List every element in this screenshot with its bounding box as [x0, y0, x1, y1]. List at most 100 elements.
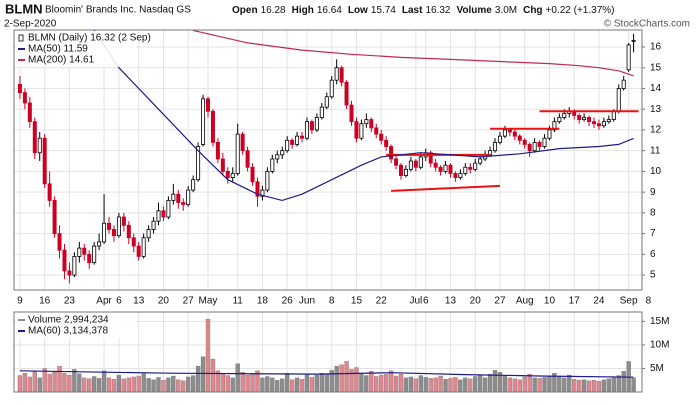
- x-tick-label: 9: [17, 296, 23, 307]
- candle-body: [621, 79, 626, 89]
- volume-bar: [126, 377, 131, 393]
- candle-body: [77, 247, 82, 257]
- x-tick-label: 17: [569, 296, 581, 307]
- candle-body: [314, 117, 319, 131]
- legend-box: [16, 31, 136, 67]
- volume-bar: [235, 363, 240, 393]
- panel-bg: [14, 30, 642, 290]
- volume-bar: [141, 373, 146, 393]
- candle-body: [181, 202, 186, 205]
- volume-bar: [314, 374, 320, 393]
- quote-value: 16.32: [425, 5, 450, 16]
- volume-bar: [532, 377, 537, 393]
- volume-bar: [443, 379, 448, 393]
- candle-body: [631, 39, 636, 42]
- x-tick-label: 6: [116, 296, 122, 307]
- candle-body: [359, 123, 364, 139]
- x-tick-label: 20: [470, 296, 482, 307]
- y-tick-label: 10M: [650, 340, 669, 351]
- x-tick-label: 26: [282, 296, 294, 307]
- volume-bar: [245, 374, 250, 393]
- volume-bar: [96, 378, 102, 393]
- volume-bar: [359, 373, 364, 393]
- volume-bar: [557, 376, 562, 393]
- candle-body: [42, 137, 47, 185]
- ticker: BLMN: [5, 1, 43, 16]
- volume-bar: [270, 377, 275, 393]
- volume-bar: [463, 377, 468, 393]
- candle-body: [265, 171, 270, 191]
- candle-body: [458, 173, 463, 179]
- legend-label: MA(60) 3,134,378: [28, 326, 108, 337]
- candle-body: [384, 139, 389, 147]
- candle-body: [309, 121, 314, 131]
- candle-body: [334, 67, 339, 81]
- candle-body: [611, 110, 616, 120]
- x-tick-label: 13: [445, 296, 457, 307]
- legend-label: MA(200) 14.61: [28, 55, 95, 66]
- volume-bar: [101, 370, 107, 393]
- candle-body: [349, 104, 354, 123]
- volume-bar: [482, 377, 488, 393]
- volume-bar: [151, 379, 156, 393]
- candle-body: [398, 164, 403, 176]
- candle-body: [126, 224, 131, 239]
- candle-body: [606, 119, 611, 123]
- candle-body: [166, 200, 171, 218]
- candle-body: [596, 123, 601, 127]
- ma-line: [19, 370, 634, 378]
- volume-bar: [17, 375, 23, 393]
- candle-body: [587, 117, 592, 123]
- candle-body: [577, 115, 582, 120]
- volume-bar: [62, 373, 67, 393]
- candle-body: [453, 173, 458, 179]
- candle-body: [146, 229, 151, 239]
- y-tick-label: 10: [650, 166, 662, 177]
- quote-value: 15.74: [371, 5, 396, 16]
- candle-body: [295, 135, 300, 145]
- volume-bar: [47, 373, 52, 393]
- panel-frame: [13, 29, 643, 291]
- x-tick-label: 16: [39, 296, 51, 307]
- ma-line: [192, 29, 634, 77]
- x-tick-label: 8: [329, 296, 335, 307]
- volume-bar: [428, 378, 433, 393]
- candle-body: [235, 133, 240, 174]
- candle-body: [537, 141, 542, 147]
- volume-bar: [181, 380, 186, 393]
- panel-frame: [13, 311, 643, 393]
- volume-bar: [324, 373, 329, 393]
- candle-body: [517, 135, 522, 141]
- x-tick-label: 20: [158, 296, 170, 307]
- candle-body: [176, 193, 181, 203]
- candle-body: [493, 141, 498, 152]
- candle-body: [156, 210, 161, 222]
- volume-bar: [581, 379, 587, 393]
- x-tick-label: 6: [423, 296, 429, 307]
- candle-body: [542, 137, 547, 147]
- volume-bar: [567, 374, 572, 393]
- candle-body: [300, 135, 305, 139]
- volume-bar: [527, 373, 532, 393]
- volume-bar: [547, 375, 552, 393]
- volume-bar: [453, 377, 458, 393]
- candle-body: [512, 131, 517, 137]
- x-tick-label: Jun: [299, 296, 315, 307]
- candle-body: [324, 96, 329, 108]
- volume-bar: [354, 367, 359, 393]
- volume-bar: [487, 373, 493, 393]
- candle-body: [478, 158, 483, 164]
- candle-body: [433, 162, 438, 168]
- candle-body: [32, 121, 37, 154]
- candle-body: [557, 117, 562, 123]
- x-tick-label: 22: [376, 296, 388, 307]
- volume-bar: [210, 358, 216, 393]
- volume-bar: [606, 378, 611, 393]
- volume-bar: [478, 374, 483, 393]
- candle-body: [502, 129, 507, 137]
- y-tick-label: 5: [650, 270, 656, 281]
- y-tick-label: 14: [650, 83, 662, 94]
- y-tick-label: 15M: [650, 316, 669, 327]
- volume-bar: [383, 373, 389, 393]
- volume-bar: [398, 373, 404, 393]
